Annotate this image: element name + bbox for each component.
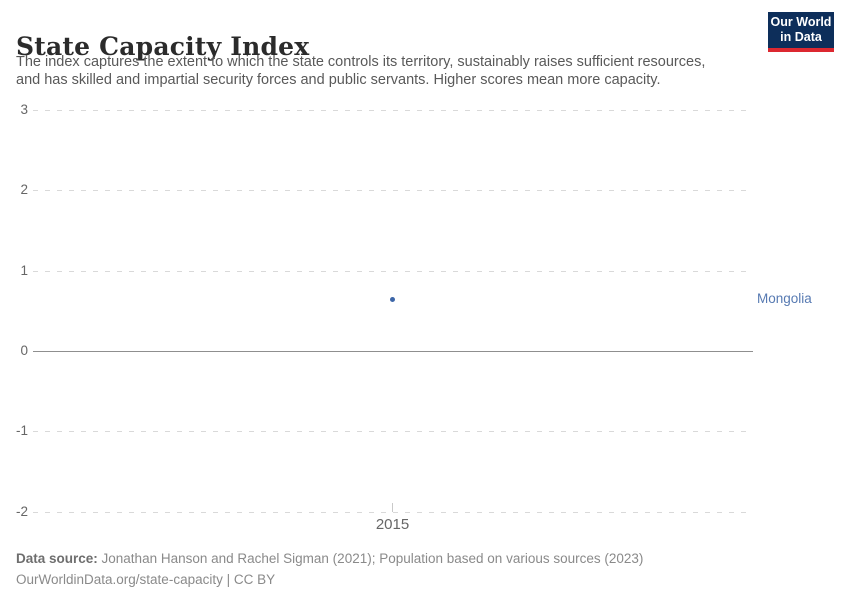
footer-datasource-line: Data source: Jonathan Hanson and Rachel … bbox=[16, 548, 643, 569]
chart-subtitle: The index captures the extent to which t… bbox=[16, 53, 761, 89]
owid-logo-line-1: Our World bbox=[770, 15, 832, 29]
data-point-mongolia-2015[interactable] bbox=[390, 297, 395, 302]
x-axis-tick-mark bbox=[392, 503, 393, 512]
y-axis-tick-label: -2 bbox=[15, 504, 28, 519]
subtitle-line-2: and has skilled and impartial security f… bbox=[16, 72, 661, 88]
chart-url-link[interactable]: OurWorldinData.org/state-capacity bbox=[16, 572, 223, 587]
y-axis-tick-label: -1 bbox=[15, 423, 28, 438]
y-axis-tick-label: 0 bbox=[20, 343, 28, 358]
footer-url-line: OurWorldinData.org/state-capacity | CC B… bbox=[16, 569, 643, 590]
datasource-link[interactable]: Jonathan Hanson and Rachel Sigman (2021)… bbox=[97, 551, 644, 566]
license-link[interactable]: CC BY bbox=[233, 572, 276, 587]
y-axis-tick-label: 1 bbox=[20, 263, 28, 278]
gridline-y1 bbox=[33, 271, 750, 272]
footer-separator: | bbox=[222, 572, 234, 587]
x-axis-tick-label: 2015 bbox=[375, 516, 410, 533]
datasource-label: Data source: bbox=[16, 551, 98, 566]
y-axis-tick-label: 2 bbox=[20, 182, 28, 197]
owid-logo[interactable]: Our World in Data bbox=[768, 12, 834, 52]
page-title: State Capacity Index bbox=[16, 31, 310, 61]
gridline-y-minus2 bbox=[33, 512, 750, 513]
gridline-y3 bbox=[33, 110, 750, 111]
gridline-y2 bbox=[33, 190, 750, 191]
subtitle-line-1: The index captures the extent to which t… bbox=[16, 54, 706, 70]
owid-logo-line-2: in Data bbox=[780, 30, 822, 44]
chart-footer: Data source: Jonathan Hanson and Rachel … bbox=[16, 548, 643, 590]
zero-axis-line bbox=[33, 351, 753, 352]
entity-label-mongolia[interactable]: Mongolia bbox=[757, 291, 812, 306]
y-axis-tick-label: 3 bbox=[20, 102, 28, 117]
gridline-y-minus1 bbox=[33, 431, 750, 432]
